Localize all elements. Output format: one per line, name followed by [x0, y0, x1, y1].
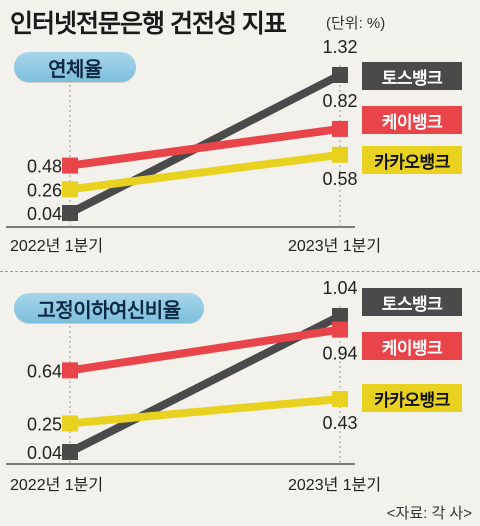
chart-title: 인터넷전문은행 건전성 지표 — [10, 10, 287, 38]
marker-end-toss-1 — [332, 308, 348, 324]
legend-toss-0: 토스뱅크 — [362, 62, 462, 90]
legend-toss-1: 토스뱅크 — [362, 288, 462, 316]
marker-start-toss-0 — [62, 205, 78, 221]
value-label-end-toss-0: 1.32 — [322, 37, 357, 57]
series-line-kakao-0 — [69, 150, 341, 194]
legend-kbank-1: 케이뱅크 — [362, 332, 462, 360]
value-label-start-kakao-1: 0.25 — [27, 414, 62, 434]
x-tick-label-0-0: 2022년 1분기 — [10, 237, 103, 255]
marker-start-kakao-1 — [62, 415, 78, 432]
marker-start-toss-1 — [62, 444, 78, 460]
legend-kakao-0: 카카오뱅크 — [362, 146, 462, 174]
value-label-end-toss-1: 1.04 — [322, 278, 357, 298]
marker-start-kbank-0 — [62, 157, 78, 174]
value-label-end-kbank-0: 0.82 — [322, 91, 357, 111]
value-label-start-toss-1: 0.04 — [27, 443, 62, 463]
marker-end-kakao-0 — [332, 146, 348, 163]
series-line-kakao-1 — [69, 394, 341, 428]
x-tick-label-1-0: 2022년 1분기 — [10, 476, 103, 494]
value-label-end-kakao-0: 0.58 — [322, 169, 357, 189]
marker-end-kakao-1 — [332, 390, 348, 407]
legend-kbank-0: 케이뱅크 — [362, 106, 462, 134]
marker-end-kbank-0 — [332, 120, 348, 137]
x-tick-label-1-1: 2023년 1분기 — [288, 476, 381, 494]
value-label-start-kakao-0: 0.26 — [27, 180, 62, 200]
value-label-start-kbank-1: 0.64 — [27, 361, 62, 381]
series-line-kbank-1 — [69, 325, 341, 375]
series-line-kbank-0 — [69, 124, 341, 170]
marker-start-kbank-1 — [62, 362, 78, 379]
legend-kakao-1: 카카오뱅크 — [362, 384, 462, 412]
x-tick-label-0-1: 2023년 1분기 — [288, 237, 381, 255]
source-note: <자료: 각 사> — [386, 505, 472, 522]
marker-end-toss-0 — [332, 67, 348, 83]
panel2-title: 고정이하여신비율 — [14, 293, 204, 323]
value-label-end-kakao-1: 0.43 — [322, 413, 357, 433]
unit-label: (단위: %) — [326, 15, 386, 32]
value-label-end-kbank-1: 0.94 — [322, 344, 357, 364]
marker-start-kakao-0 — [62, 181, 78, 198]
panel-divider — [0, 271, 480, 272]
value-label-start-toss-0: 0.04 — [27, 204, 62, 224]
panel1-title: 연체율 — [14, 52, 136, 82]
marker-end-kbank-1 — [332, 321, 348, 338]
value-label-start-kbank-0: 0.48 — [27, 157, 62, 177]
